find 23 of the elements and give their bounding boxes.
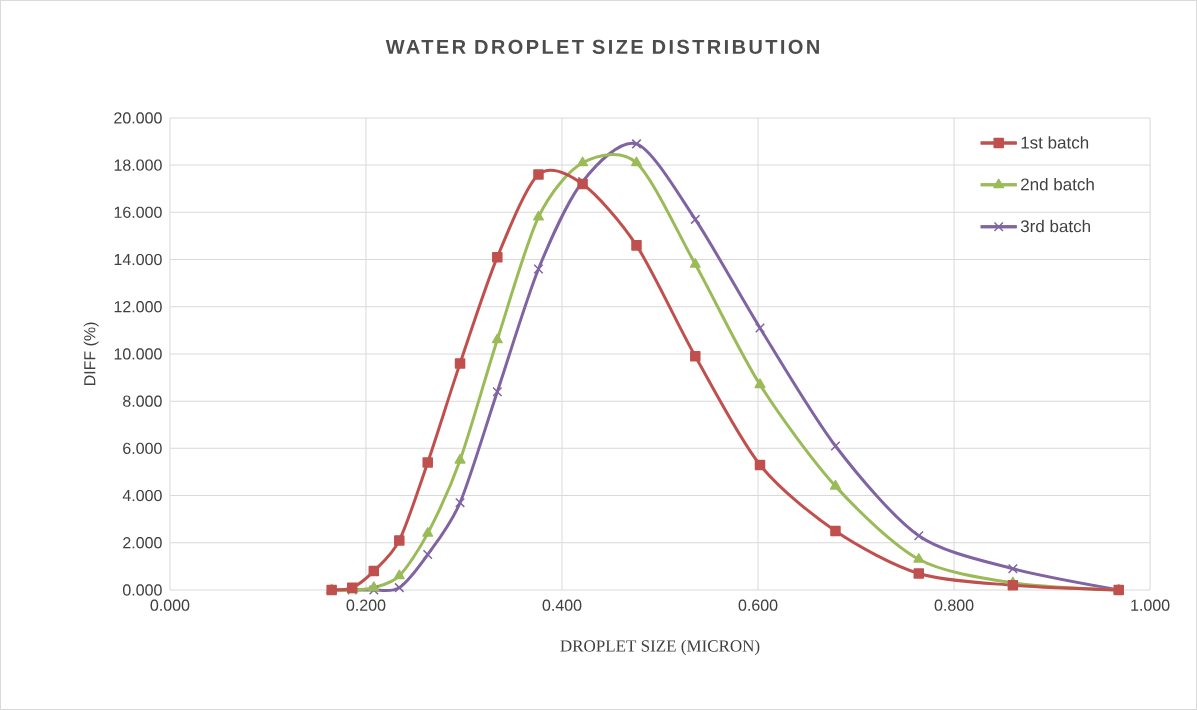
y-tick-label: 18.000 [114,159,162,171]
x-tick-label: 0.000 [150,599,190,611]
x-tick-label: 0.600 [738,599,778,611]
y-tick-label: 20.000 [114,112,162,124]
y-tick-label: 12.000 [114,301,162,313]
y-tick-label: 16.000 [114,206,162,219]
y-tick-label: 14.000 [114,253,162,266]
x-tick-label: 0.800 [934,599,974,611]
y-tick-label: 8.000 [123,395,162,407]
x-axis-title: DROPLET SIZE (MICRON) [560,639,760,656]
x-tick-label: 0.400 [542,599,582,611]
y-tick-label: 4.000 [122,489,162,502]
legend-label: 1st batch [1021,136,1089,149]
chart-title: WATER DROPLET SIZE DISTRIBUTION [385,39,819,55]
y-tick-label: 10.000 [114,348,162,360]
legend-label: 3rd batch [1020,219,1090,233]
x-tick-label: 0.200 [346,599,386,611]
legend-label: 2nd batch [1021,178,1094,191]
y-axis-title: DIFF (%) [83,322,99,386]
y-tick-label: 0.000 [122,584,162,596]
y-tick-label: 6.000 [123,442,162,455]
x-tick-label: 1.000 [1131,599,1170,611]
y-tick-label: 2.000 [123,537,162,549]
